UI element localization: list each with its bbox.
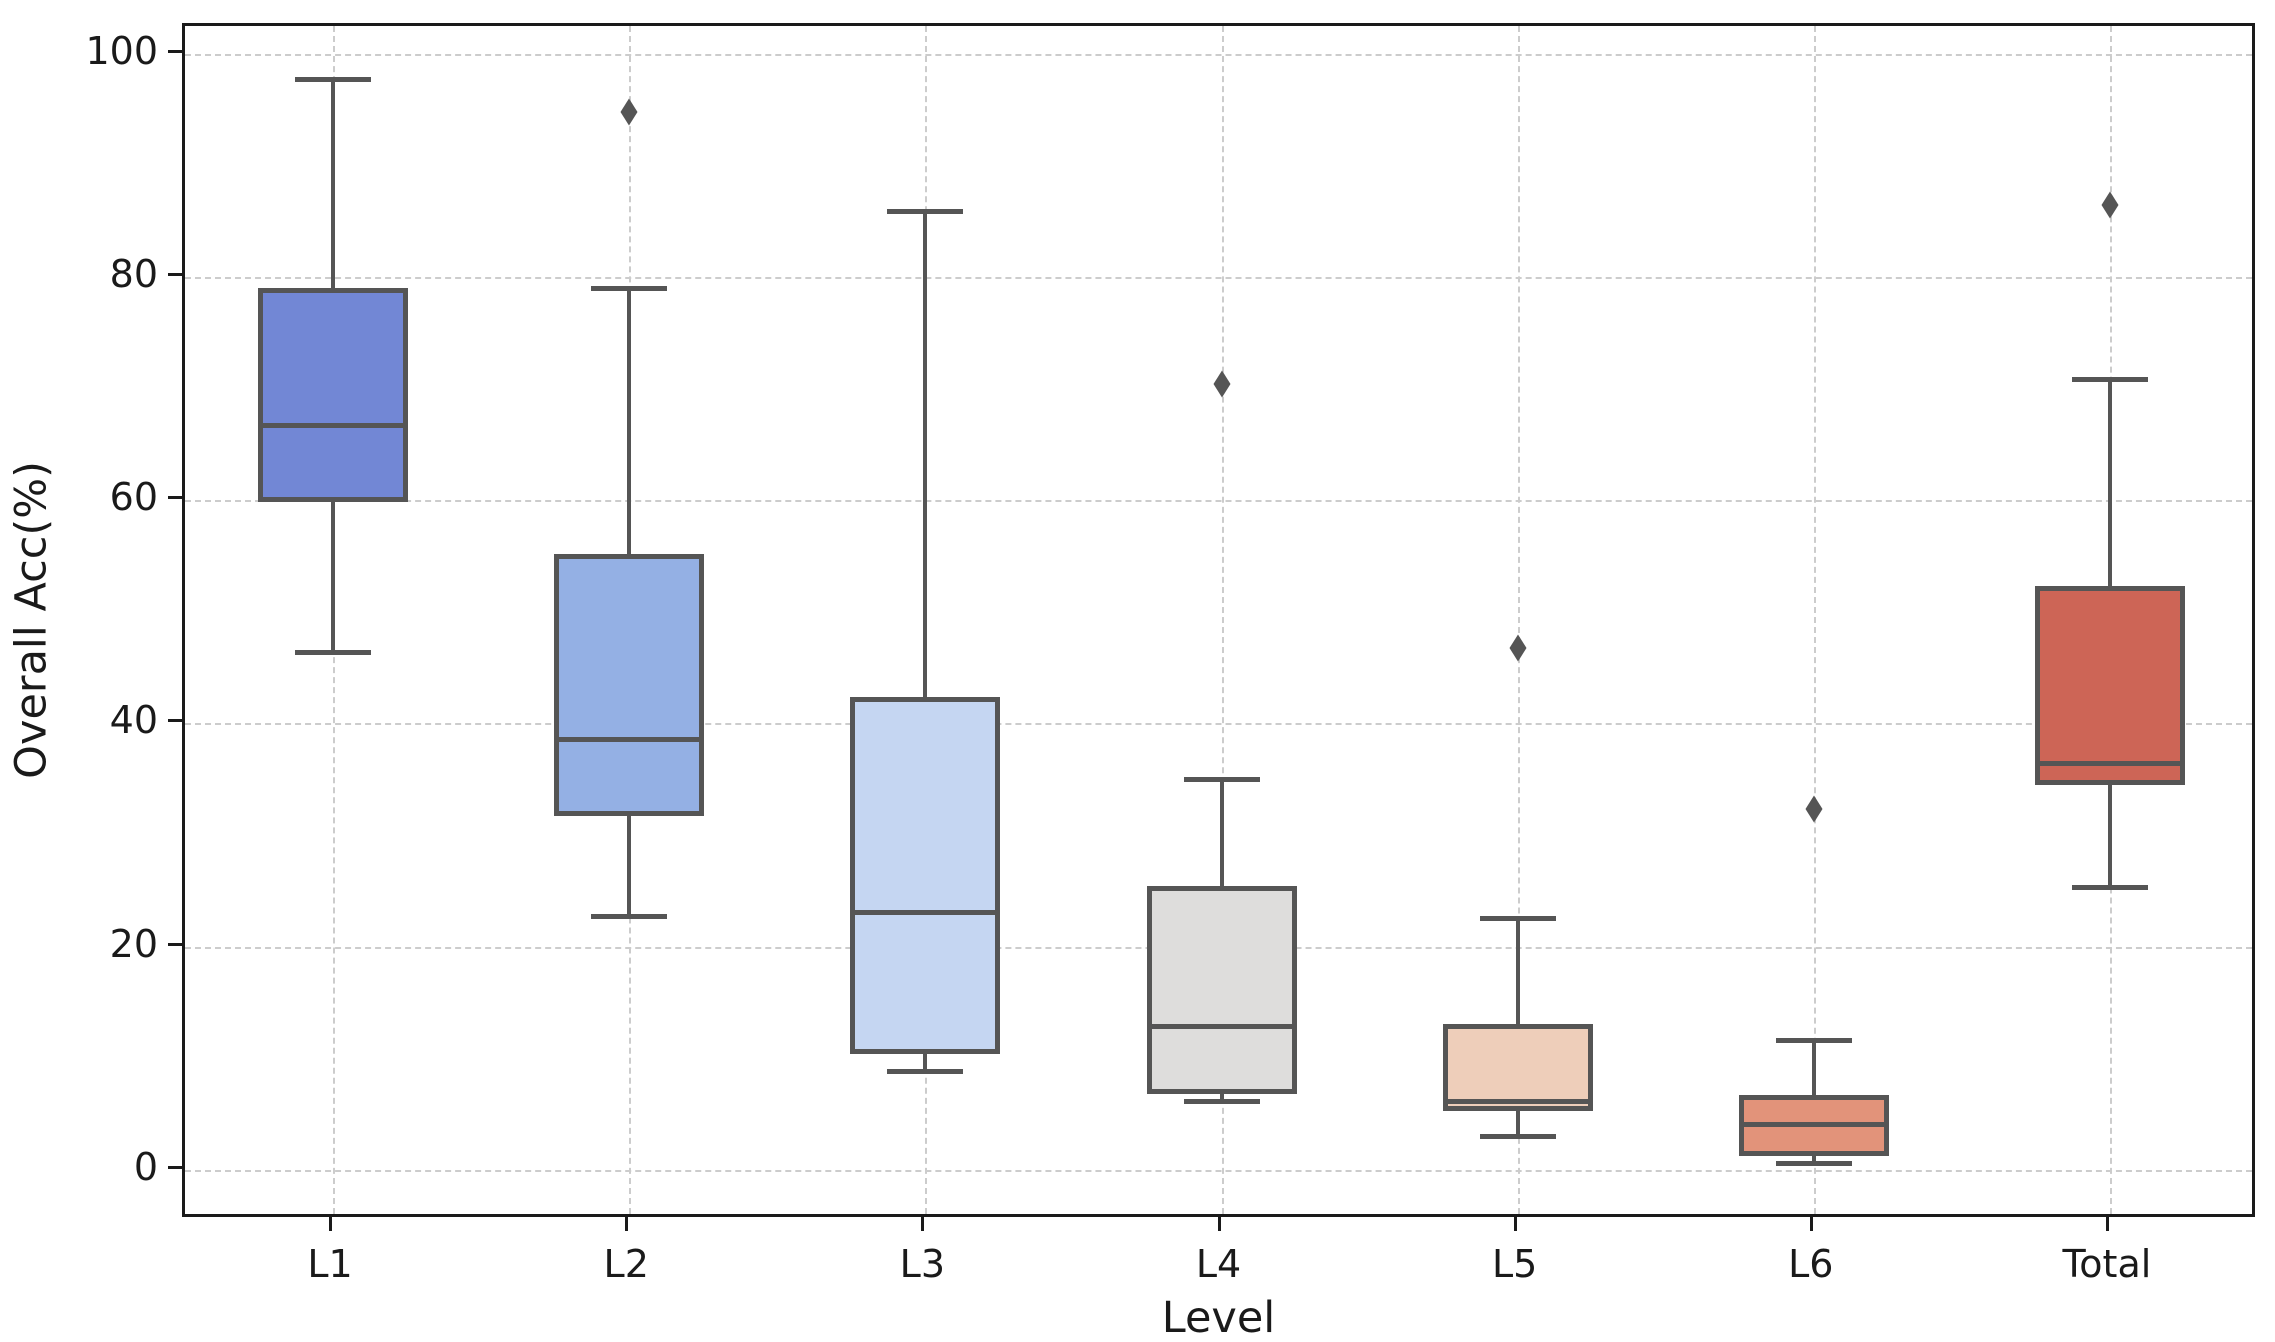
whisker-line-L3 [923, 211, 928, 1072]
x-tick-mark [1809, 1217, 1813, 1231]
box-Total [2034, 586, 2185, 785]
y-axis-label: Overall Acc(%) [6, 461, 57, 779]
median-line-Total [2034, 761, 2185, 767]
x-tick-mark [329, 1217, 333, 1231]
x-tick-label-L2: L2 [603, 1242, 649, 1286]
y-tick-mark [168, 49, 182, 53]
box-L1 [258, 288, 409, 503]
whisker-cap-high-Total [2071, 377, 2148, 383]
whisker-cap-high-L3 [887, 208, 964, 214]
x-tick-mark [2105, 1217, 2109, 1231]
whisker-cap-low-L2 [591, 913, 668, 919]
x-tick-label-L6: L6 [1788, 1242, 1834, 1286]
y-tick-label: 0 [133, 1144, 158, 1189]
y-gridline [185, 277, 2252, 280]
box-L3 [850, 696, 1001, 1054]
whisker-cap-low-L1 [295, 649, 372, 655]
y-gridline [185, 53, 2252, 56]
whisker-cap-high-L2 [591, 285, 668, 291]
y-tick-mark [168, 942, 182, 946]
whisker-cap-low-Total [2071, 884, 2148, 890]
outlier-L2 [620, 98, 638, 126]
x-tick-label-Total: Total [2062, 1242, 2152, 1286]
x-tick-mark [625, 1217, 629, 1231]
x-tick-label-L1: L1 [307, 1242, 353, 1286]
whisker-cap-high-L5 [1479, 916, 1556, 922]
y-gridline [185, 500, 2252, 503]
y-tick-label: 40 [109, 698, 158, 743]
y-tick-mark [168, 1165, 182, 1169]
x-tick-mark [1217, 1217, 1221, 1231]
y-tick-label: 20 [109, 921, 158, 966]
x-gridline [1221, 26, 1224, 1214]
outlier-Total [2101, 191, 2119, 218]
median-line-L2 [554, 736, 705, 742]
x-gridline [1813, 26, 1816, 1214]
box-L4 [1146, 886, 1297, 1094]
whisker-cap-high-L6 [1775, 1037, 1852, 1043]
whisker-cap-high-L4 [1183, 776, 1260, 782]
y-tick-mark [168, 496, 182, 500]
x-gridline [1517, 26, 1520, 1214]
median-line-L3 [850, 909, 1001, 915]
x-axis-label: Level [1161, 1293, 1276, 1342]
plot-area [182, 23, 2255, 1217]
outlier-L4 [1212, 370, 1231, 398]
y-tick-label: 100 [85, 28, 158, 73]
whisker-cap-low-L3 [887, 1069, 964, 1075]
whisker-cap-low-L4 [1183, 1099, 1260, 1105]
y-gridline [185, 723, 2252, 726]
y-tick-mark [168, 719, 182, 723]
outlier-L6 [1805, 795, 1823, 823]
box-L2 [554, 553, 705, 817]
whisker-cap-high-L1 [295, 77, 372, 83]
y-tick-label: 60 [109, 475, 158, 520]
median-line-L4 [1146, 1024, 1297, 1030]
median-line-L1 [258, 422, 409, 428]
x-tick-mark [921, 1217, 925, 1231]
x-tick-label-L3: L3 [899, 1242, 946, 1286]
whisker-cap-low-L6 [1775, 1160, 1852, 1166]
y-gridline [185, 1169, 2252, 1172]
median-line-L5 [1442, 1099, 1593, 1105]
y-tick-mark [168, 273, 182, 277]
y-tick-label: 80 [109, 252, 158, 297]
whisker-cap-low-L5 [1479, 1133, 1556, 1139]
x-tick-label-L5: L5 [1491, 1242, 1538, 1286]
outlier-L5 [1509, 634, 1527, 662]
x-tick-label-L4: L4 [1195, 1242, 1242, 1286]
median-line-L6 [1738, 1121, 1889, 1127]
x-tick-mark [1513, 1217, 1517, 1231]
box-L5 [1442, 1023, 1593, 1111]
